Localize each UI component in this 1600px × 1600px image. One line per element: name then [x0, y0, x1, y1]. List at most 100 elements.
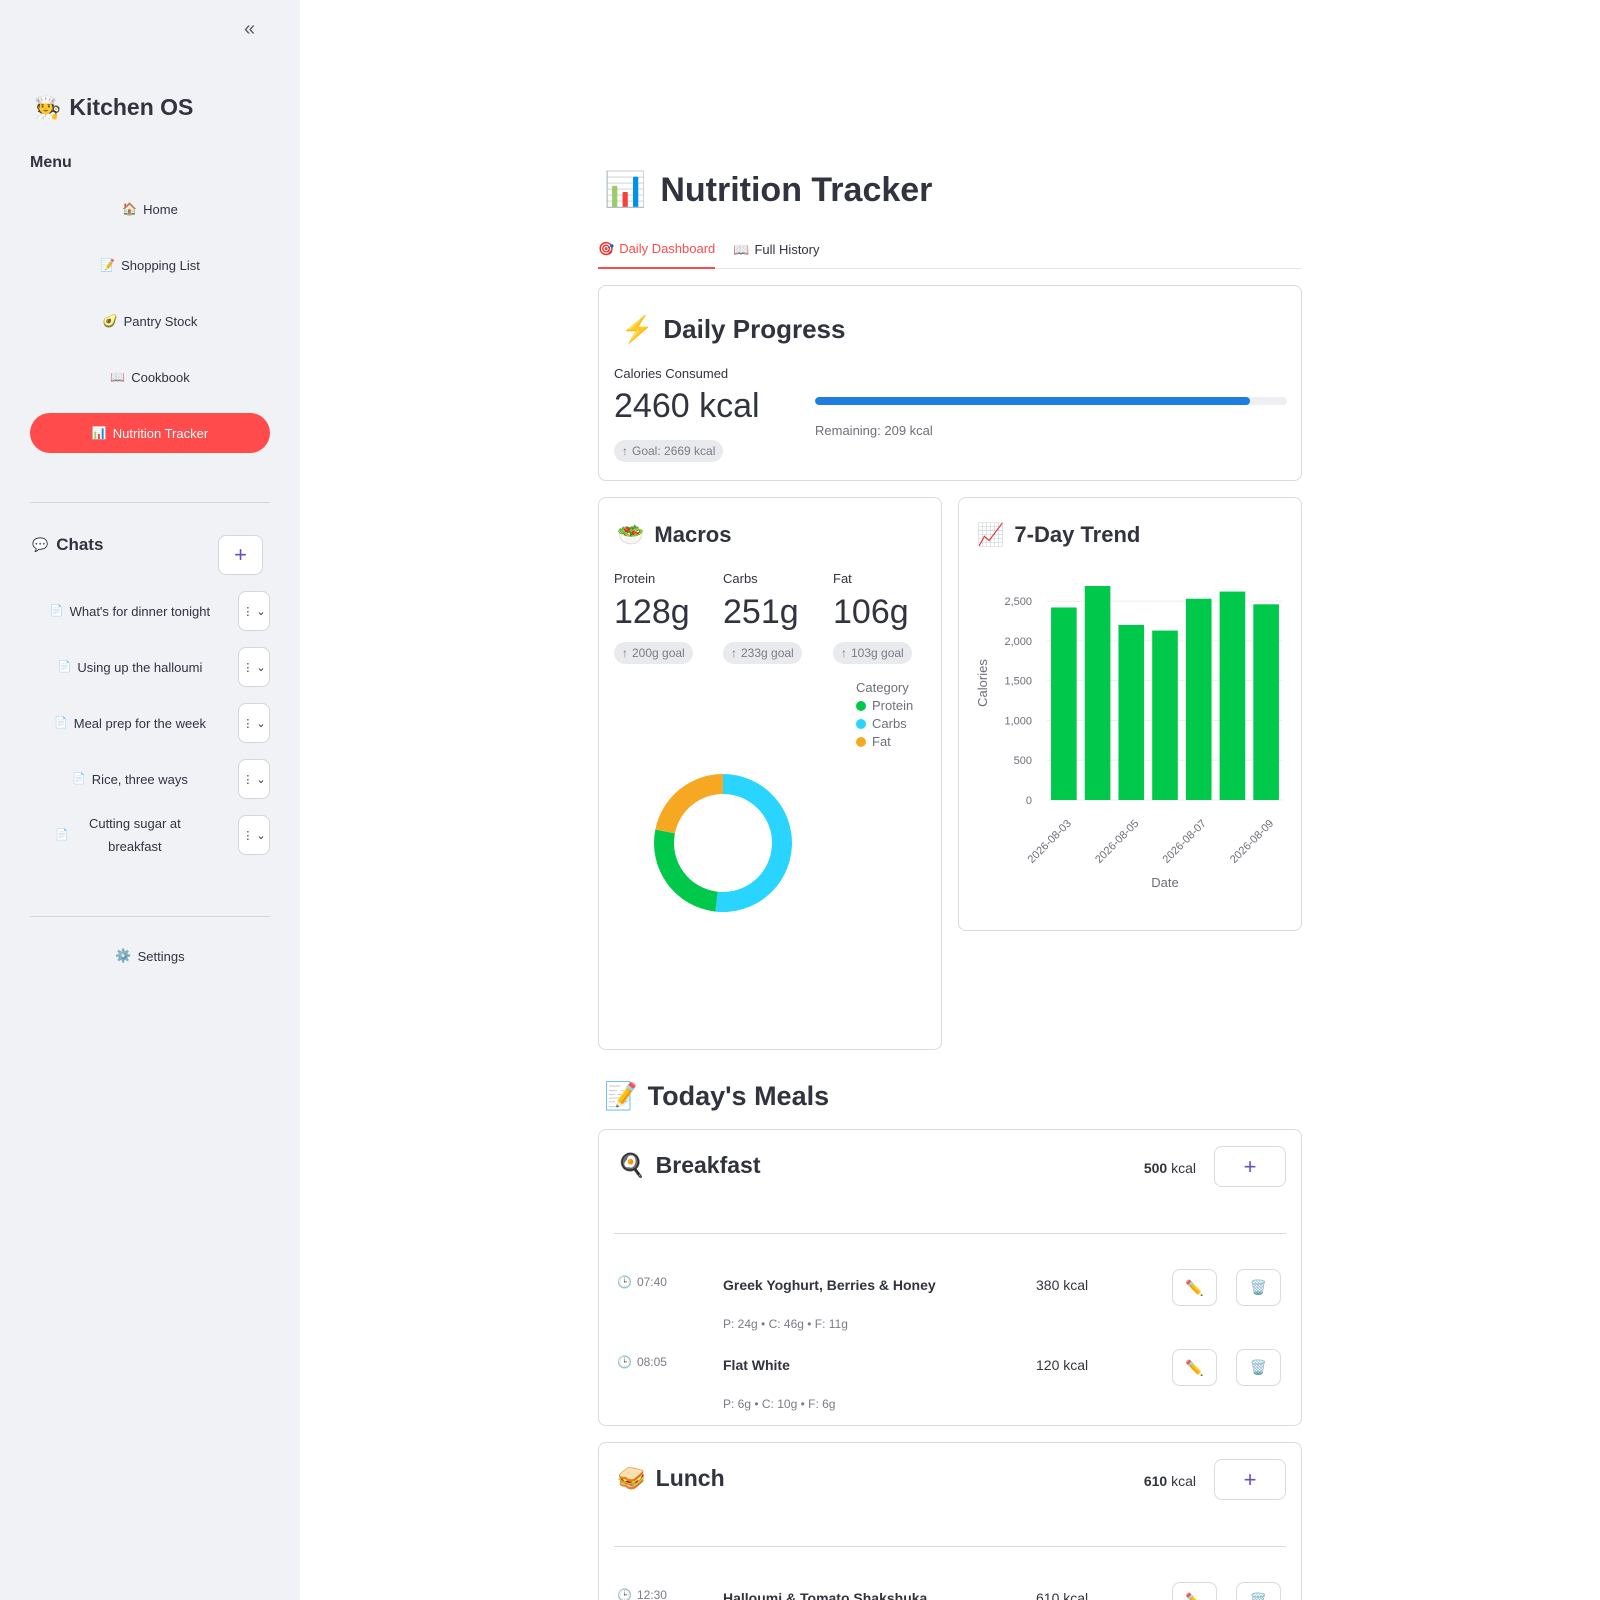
x-tick-label: 2026-08-03 [1026, 818, 1074, 866]
carbs-label: Carbs [723, 571, 758, 586]
trend-bar [1253, 604, 1279, 800]
tab-full-history[interactable]: 📖 Full History [733, 240, 819, 269]
collapse-sidebar-button[interactable]: « [244, 18, 256, 40]
chat-title: Using up the halloumi [77, 659, 203, 675]
section-title-text: Today's Meals [647, 1080, 830, 1111]
y-tick-label: 2,500 [1004, 596, 1032, 608]
tab-bar: 🎯 Daily Dashboard 📖 Full History [598, 240, 1302, 269]
document-icon: 📄 [49, 604, 64, 617]
document-icon: 📄 [57, 660, 72, 673]
delete-entry-button[interactable]: 🗑️ [1236, 1582, 1281, 1600]
carbs-value: 251g [723, 593, 799, 631]
chat-link[interactable]: 📄 What's for dinner tonight [30, 591, 230, 631]
speech-bubble-icon: 💬 [32, 537, 49, 552]
meal-divider [614, 1233, 1286, 1234]
protein-goal-badge: ↑ 200g goal [614, 642, 693, 664]
tab-label: Full History [754, 242, 820, 257]
nav-item-home[interactable]: 🏠 Home [30, 189, 270, 229]
chat-link[interactable]: 📄 Rice, three ways [30, 759, 230, 799]
add-food-button[interactable]: + [1214, 1146, 1286, 1187]
new-chat-button[interactable]: + [218, 535, 263, 575]
kebab-icon: ⋮ [242, 773, 254, 786]
bar-chart-icon: 📊 [91, 426, 107, 440]
bar-chart-icon: 📊 [604, 171, 647, 209]
page-title: 📊 Nutrition Tracker [604, 170, 932, 210]
chat-options-button[interactable]: ⋮ ⌄ [238, 759, 270, 799]
nav-item-pantry-stock[interactable]: 🥑 Pantry Stock [30, 301, 270, 341]
chat-title: What's for dinner tonight [69, 603, 211, 619]
trend-bar [1084, 586, 1111, 800]
tab-label: Daily Dashboard [619, 241, 716, 256]
fat-value: 106g [833, 593, 909, 631]
nav-item-shopping-list[interactable]: 📝 Shopping List [30, 245, 270, 285]
trend-bar [1118, 624, 1145, 800]
edit-entry-button[interactable]: ✏️ [1172, 1269, 1217, 1306]
delete-entry-button[interactable]: 🗑️ [1236, 1269, 1281, 1306]
legend-swatch [856, 719, 866, 729]
trash-icon: 🗑️ [1249, 1279, 1268, 1295]
arrow-up-icon: ↑ [731, 646, 737, 660]
menu-title: Menu [30, 154, 72, 171]
goal-badge: ↑ Goal: 2669 kcal [614, 440, 724, 462]
nav-item-cookbook[interactable]: 📖 Cookbook [30, 357, 270, 397]
meal-kcal-value: 500 [1143, 1160, 1168, 1176]
chat-options-button[interactable]: ⋮ ⌄ [238, 591, 270, 631]
chevron-down-icon: ⌄ [256, 829, 266, 842]
chat-options-button[interactable]: ⋮ ⌄ [238, 703, 270, 743]
entry-kcal: 120 kcal [1036, 1357, 1089, 1373]
add-food-button[interactable]: + [1214, 1459, 1286, 1500]
chat-options-button[interactable]: ⋮ ⌄ [238, 815, 270, 855]
settings-link[interactable]: ⚙️ Settings [30, 948, 270, 964]
macros-title: 🥗 Macros [617, 522, 731, 548]
delete-entry-button[interactable]: 🗑️ [1236, 1349, 1281, 1386]
lightning-icon: ⚡ [621, 314, 654, 344]
chat-link[interactable]: 📄 Meal prep for the week [30, 703, 230, 743]
calories-value: 2460 kcal [614, 387, 760, 425]
kebab-icon: ⋮ [242, 661, 254, 674]
chat-link[interactable]: 📄 Using up the halloumi [30, 647, 230, 687]
daily-progress-card: ⚡ Daily Progress Calories Consumed 2460 … [598, 285, 1302, 481]
meal-entry: 🕒 12:30 Halloumi & Tomato Shakshuka 610 … [599, 1582, 1303, 1600]
kebab-icon: ⋮ [242, 605, 254, 618]
meal-kcal-unit: kcal [1171, 1473, 1196, 1489]
entry-time: 🕒 12:30 [617, 1588, 667, 1600]
nav-item-nutrition-tracker[interactable]: 📊 Nutrition Tracker [30, 413, 270, 453]
legend-swatch [856, 737, 866, 747]
chat-title: Rice, three ways [91, 771, 188, 787]
gear-icon: ⚙️ [115, 948, 132, 963]
chat-link[interactable]: 📄 Cutting sugar at breakfast [30, 807, 220, 863]
chart-increasing-icon: 📈 [977, 522, 1005, 547]
legend-label: Protein [872, 698, 913, 713]
document-icon: 📄 [72, 772, 86, 785]
page-title-text: Nutrition Tracker [660, 170, 933, 209]
sidebar-nav: 🏠 Home 📝 Shopping List 🥑 Pantry Stock 📖 … [30, 189, 270, 469]
memo-icon: 📝 [100, 258, 116, 272]
entry-time-text: 07:40 [636, 1275, 667, 1289]
calories-label: Calories Consumed [614, 366, 729, 381]
chat-item: 📄 Meal prep for the week ⋮ ⌄ [30, 703, 270, 743]
kebab-icon: ⋮ [242, 829, 254, 842]
meal-kcal: 500 kcal [1144, 1160, 1196, 1176]
edit-entry-button[interactable]: ✏️ [1172, 1582, 1217, 1600]
kebab-icon: ⋮ [242, 717, 254, 730]
x-axis-title: Date [1151, 875, 1178, 890]
meal-divider [614, 1546, 1286, 1547]
meal-kcal-unit: kcal [1171, 1160, 1196, 1176]
pencil-icon: ✏️ [1185, 1359, 1204, 1377]
chat-item: 📄 Cutting sugar at breakfast ⋮ ⌄ [30, 815, 270, 855]
trend-card: 📈 7-Day Trend 0 500 1,000 1,500 2,000 2,500 20… [958, 497, 1302, 931]
edit-entry-button[interactable]: ✏️ [1172, 1349, 1217, 1386]
x-tick-label: 2026-08-05 [1093, 818, 1141, 866]
legend-title: Category [856, 680, 909, 695]
tab-daily-dashboard[interactable]: 🎯 Daily Dashboard [598, 240, 716, 269]
chat-item: 📄 Using up the halloumi ⋮ ⌄ [30, 647, 270, 687]
open-book-icon: 📖 [110, 370, 126, 384]
donut-slices [654, 774, 792, 912]
x-tick-label: 2026-08-09 [1228, 818, 1276, 866]
arrow-up-icon: ↑ [841, 646, 847, 660]
donut-legend: Category Protein Carbs Fat [856, 680, 913, 749]
legend-label: Carbs [872, 716, 907, 731]
goal-text: 233g goal [741, 646, 794, 660]
chevron-down-icon: ⌄ [256, 773, 266, 786]
chat-options-button[interactable]: ⋮ ⌄ [238, 647, 270, 687]
